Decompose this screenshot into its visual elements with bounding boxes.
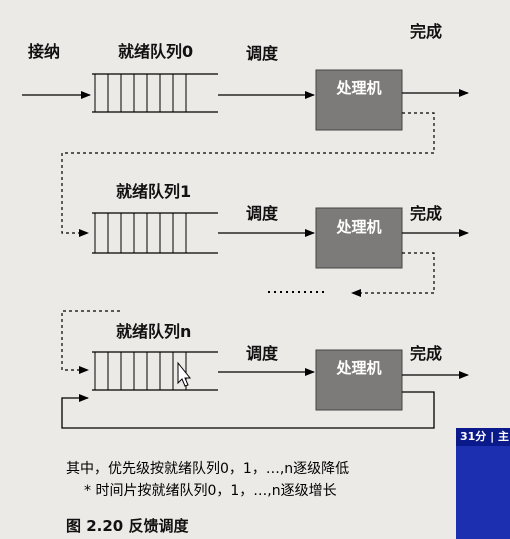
processor-1: 处理机 <box>315 207 403 269</box>
schedule-label-0: 调度 <box>246 44 279 63</box>
ready-queue-n-label: 就绪队列n <box>116 322 192 341</box>
ready-queue-0-label: 就绪队列0 <box>118 42 194 61</box>
complete-label-0: 完成 <box>410 22 443 41</box>
processor-0-label: 处理机 <box>335 79 381 97</box>
complete-label-1: 完成 <box>410 204 443 223</box>
complete-label-n: 完成 <box>410 344 443 363</box>
dashed-demote-0-to-1 <box>61 112 435 237</box>
caption-line-2: * 时间片按就绪队列0，1，…,n逐级增长 <box>84 483 337 499</box>
side-panel-time: 31分 | 主 <box>456 428 510 446</box>
processor-0: 处理机 <box>315 69 403 131</box>
ready-queue-n <box>92 351 218 391</box>
loop-back-n <box>61 391 435 429</box>
accept-label: 接纳 <box>28 42 61 61</box>
side-panel: 31分 | 主 <box>456 428 510 539</box>
mouse-cursor-icon <box>177 361 192 387</box>
ready-queue-1 <box>92 212 218 254</box>
ready-queue-1-label: 就绪队列1 <box>116 182 192 201</box>
processor-1-label: 处理机 <box>335 218 381 236</box>
schedule-label-n: 调度 <box>246 344 279 363</box>
caption-line-1: 其中，优先级按就绪队列0，1，…,n逐级降低 <box>66 461 350 477</box>
schedule-label-1: 调度 <box>246 204 279 223</box>
figure-title: 图 2.20 反馈调度 <box>66 517 189 535</box>
dashed-incoming-n <box>61 310 120 374</box>
ready-queue-0 <box>92 73 218 113</box>
processor-n-label: 处理机 <box>335 359 381 377</box>
processor-n: 处理机 <box>315 349 403 411</box>
